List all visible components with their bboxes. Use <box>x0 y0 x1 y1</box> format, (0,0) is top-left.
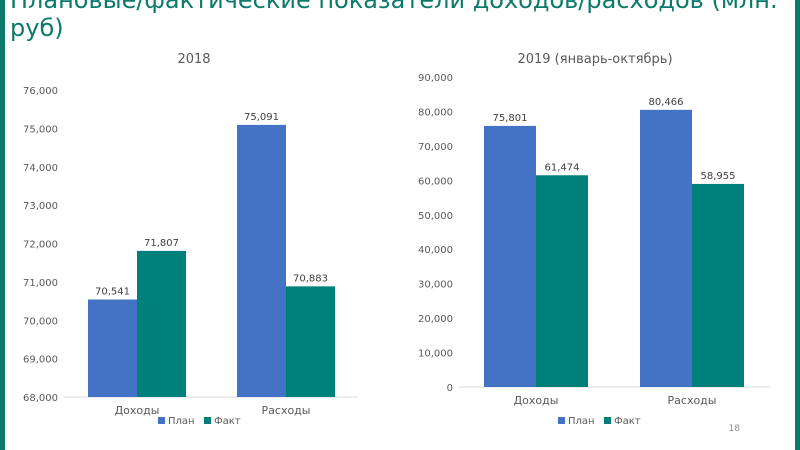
chart-2018-ytick-label: 73,000 <box>23 201 58 212</box>
chart-2019-legend-swatch-fact <box>604 417 611 424</box>
chart-2019-ytick-label: 70,000 <box>418 142 453 153</box>
chart-2019-ytick-label: 50,000 <box>418 211 453 222</box>
chart-2018-ytick-label: 74,000 <box>23 163 58 174</box>
chart-2019-ytick-label: 20,000 <box>418 314 453 325</box>
chart-2018-legend-label: План <box>168 416 195 427</box>
chart-2019-category-label: Расходы <box>668 394 717 407</box>
chart-2019-data-label: 75,801 <box>493 113 528 124</box>
chart-2019-bar-plan-0 <box>484 125 536 388</box>
chart-2019-ytick-label: 80,000 <box>418 107 453 118</box>
chart-2018-category-label: Доходы <box>115 404 160 417</box>
chart-2019-legend-label: План <box>568 416 595 427</box>
chart-2019-ytick-label: 10,000 <box>418 349 453 360</box>
chart-2019-ytick-label: 90,000 <box>418 73 453 84</box>
chart-2018-ytick-label: 69,000 <box>23 355 58 366</box>
chart-2019-data-label: 80,466 <box>649 97 684 108</box>
chart-2019-bar-plan-1 <box>640 109 692 388</box>
slide-frame-left <box>0 0 5 450</box>
slide-title: Плановые/фактические показатели доходов/… <box>10 0 778 42</box>
chart-2018-bar-fact-1 <box>286 286 335 397</box>
chart-2019-legend-label: Факт <box>614 416 641 427</box>
chart-2018-title: 2018 <box>177 52 211 67</box>
chart-2019-ytick-label: 60,000 <box>418 176 453 187</box>
chart-2018-ytick-label: 71,000 <box>23 278 58 289</box>
chart-2018-legend-label: Факт <box>214 416 241 427</box>
chart-2018-data-label: 70,883 <box>293 273 328 284</box>
chart-2018-bar-plan-0 <box>88 299 137 397</box>
chart-2018-data-label: 75,091 <box>244 112 279 123</box>
chart-2019-ytick-label: 30,000 <box>418 280 453 291</box>
chart-2019-title: 2019 (январь-октябрь) <box>517 52 673 67</box>
slide-frame-right <box>795 0 800 450</box>
chart-2019-bar-fact-1 <box>692 183 744 387</box>
chart-2019-ytick-label: 40,000 <box>418 245 453 256</box>
chart-2018-data-label: 71,807 <box>144 238 179 249</box>
chart-2018-ytick-label: 68,000 <box>23 393 58 404</box>
chart-2019-data-label: 61,474 <box>545 162 580 173</box>
chart-2018-ytick-label: 76,000 <box>23 86 58 97</box>
chart-2019-ytick-label: 0 <box>447 383 453 394</box>
chart-2018-ytick-label: 70,000 <box>23 316 58 327</box>
chart-2019-bar-fact-0 <box>536 175 588 387</box>
chart-2019-legend-swatch-plan <box>558 417 565 424</box>
chart-2019-data-label: 58,955 <box>701 171 736 182</box>
chart-2018-data-label: 70,541 <box>95 286 130 297</box>
chart-2018-category-label: Расходы <box>262 404 311 417</box>
chart-2019-category-label: Доходы <box>514 394 559 407</box>
chart-2018-bar-fact-0 <box>137 250 186 397</box>
chart-2018-legend-swatch-fact <box>204 417 211 424</box>
chart-2018-bar-plan-1 <box>237 124 286 397</box>
chart-2018-legend-swatch-plan <box>158 417 165 424</box>
chart-2018-ytick-label: 75,000 <box>23 124 58 135</box>
page-number: 18 <box>728 424 740 434</box>
chart-2018-ytick-label: 72,000 <box>23 240 58 251</box>
